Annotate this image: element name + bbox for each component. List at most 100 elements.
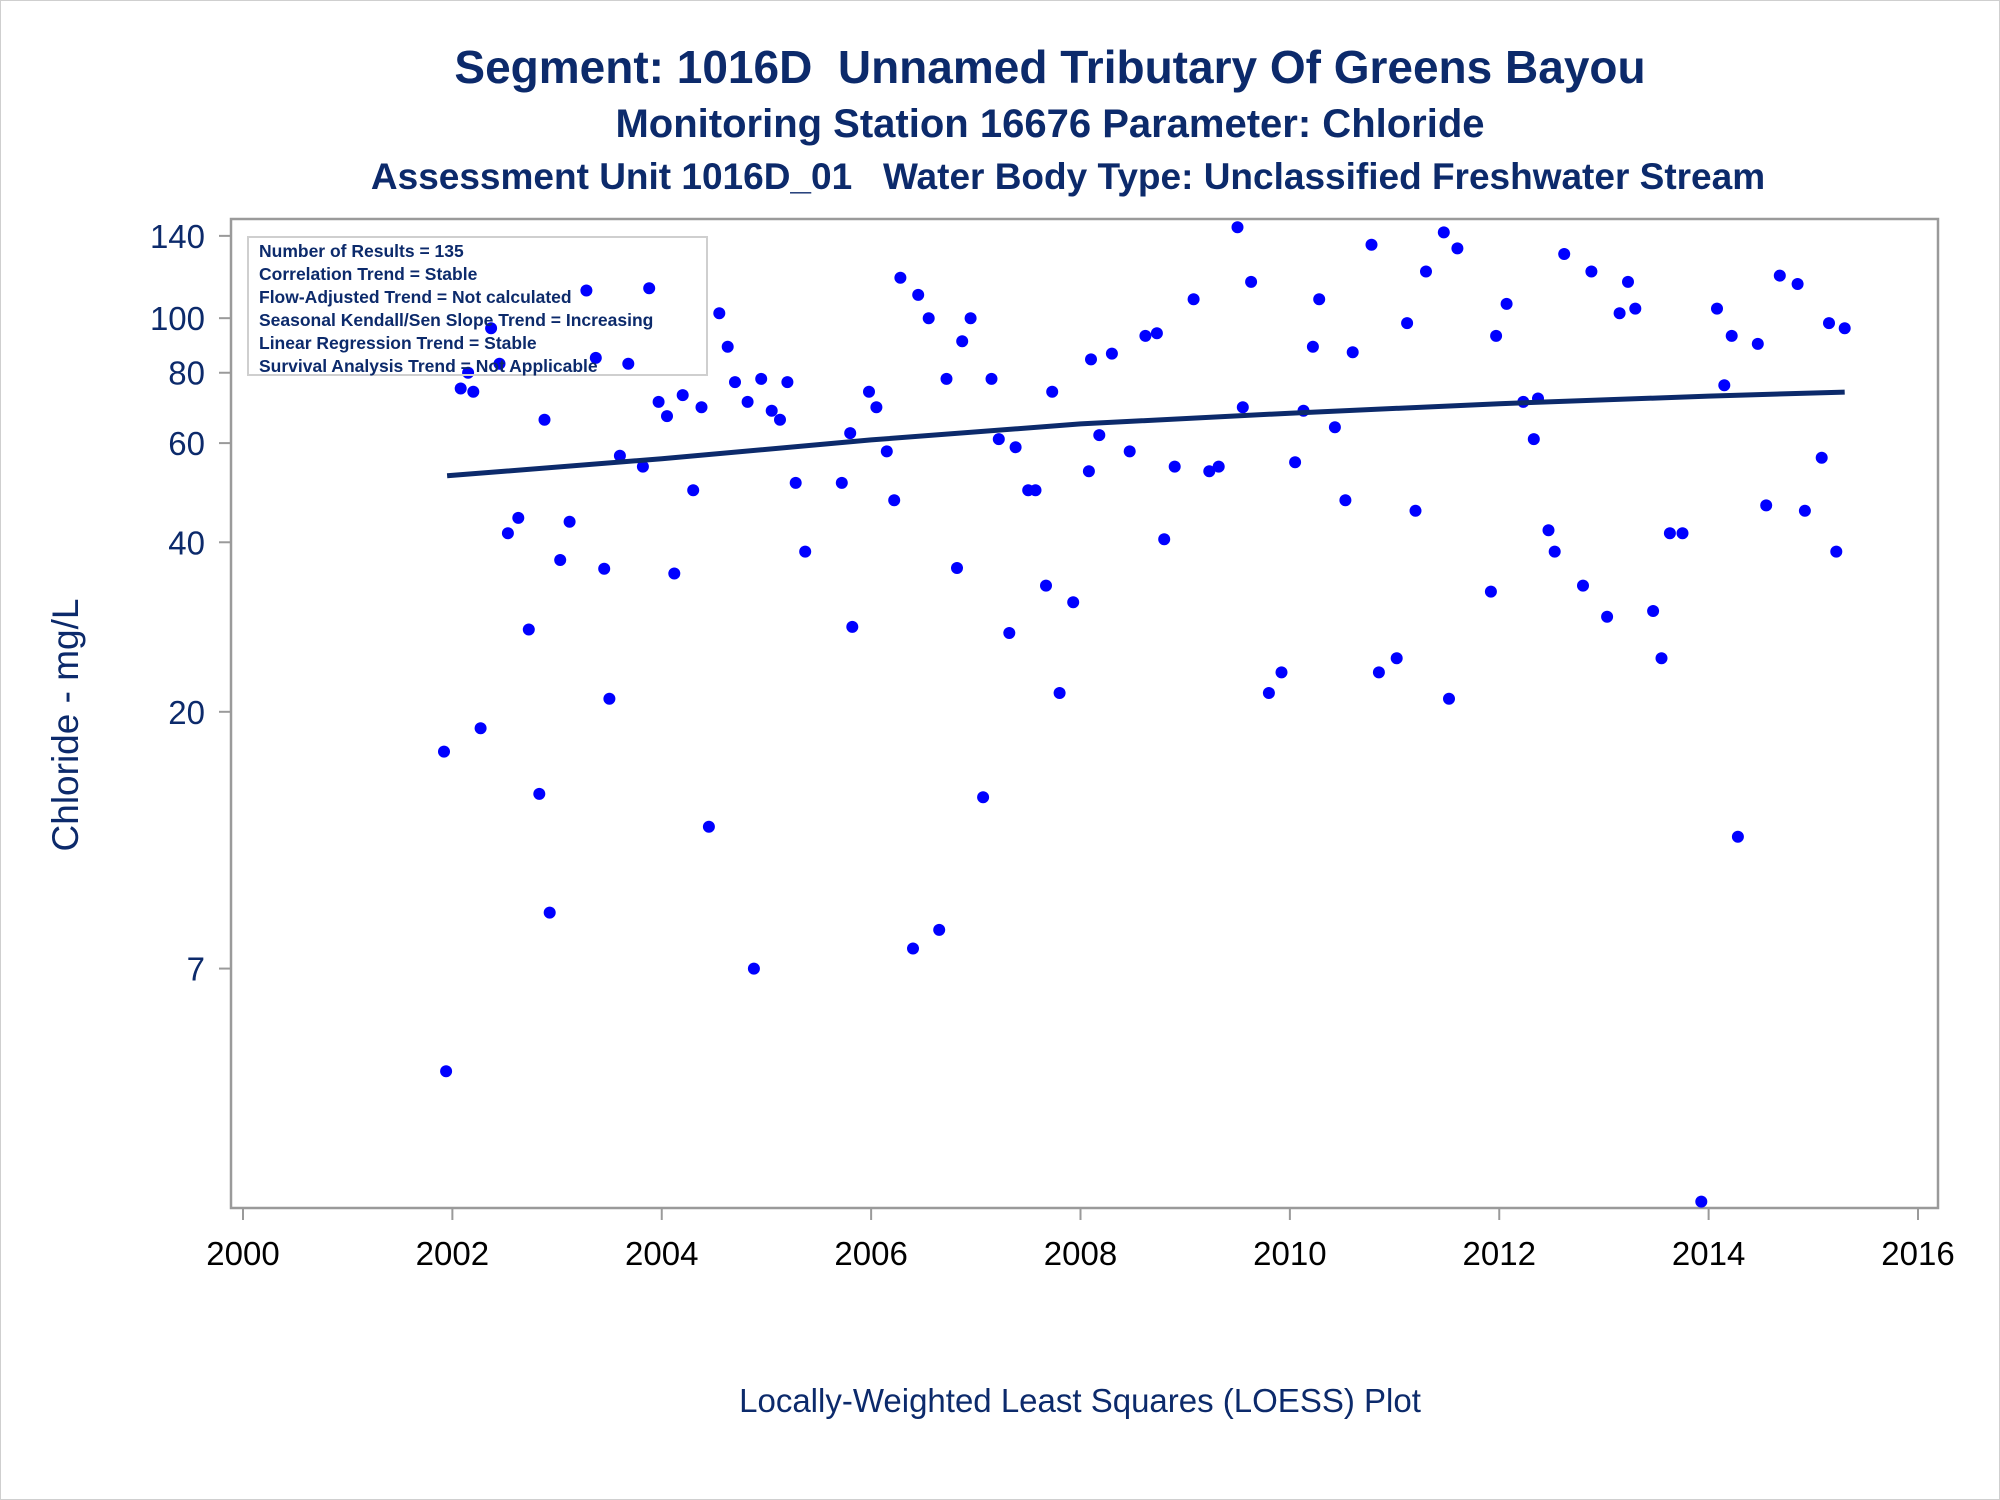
data-point bbox=[1245, 275, 1258, 288]
data-points bbox=[438, 221, 1851, 1208]
data-point bbox=[1548, 545, 1561, 558]
data-point bbox=[1390, 652, 1403, 665]
data-point bbox=[643, 282, 656, 295]
data-point bbox=[1236, 401, 1249, 414]
data-point bbox=[1420, 265, 1432, 278]
data-point bbox=[652, 395, 665, 408]
data-point bbox=[729, 376, 741, 389]
x-tick-label: 2000 bbox=[206, 1235, 279, 1272]
x-axis: 2000 2002 2004 2006 2008 2010 2012 2014 2016 bbox=[206, 1208, 1955, 1272]
data-point bbox=[1731, 830, 1744, 843]
data-point bbox=[1647, 605, 1660, 617]
data-point bbox=[1409, 504, 1422, 517]
data-point bbox=[1773, 269, 1786, 282]
stat-linear-regression-trend: Linear Regression Trend = Stable bbox=[259, 333, 537, 353]
data-point bbox=[1629, 302, 1642, 315]
data-point bbox=[687, 484, 700, 497]
data-point bbox=[1490, 329, 1503, 342]
data-point bbox=[1313, 293, 1326, 306]
data-point bbox=[1346, 346, 1359, 359]
data-point bbox=[474, 722, 487, 735]
data-point bbox=[1577, 579, 1589, 592]
data-point bbox=[1082, 465, 1095, 478]
data-point bbox=[985, 372, 998, 385]
data-point bbox=[1815, 451, 1828, 464]
data-point bbox=[1009, 441, 1022, 454]
data-point bbox=[880, 445, 893, 458]
data-point bbox=[1830, 545, 1843, 558]
data-point bbox=[563, 515, 576, 528]
data-point bbox=[1123, 445, 1136, 458]
plot-method-footnote: Locally-Weighted Least Squares (LOESS) P… bbox=[739, 1382, 1421, 1419]
data-point bbox=[1718, 379, 1731, 392]
data-point bbox=[440, 1065, 453, 1078]
data-point bbox=[1029, 484, 1042, 497]
data-point bbox=[951, 562, 963, 574]
data-point bbox=[1823, 317, 1835, 330]
x-tick-label: 2010 bbox=[1253, 1235, 1326, 1272]
data-point bbox=[1085, 353, 1097, 366]
data-point bbox=[765, 404, 778, 417]
stat-correlation-trend: Correlation Trend = Stable bbox=[259, 264, 478, 284]
data-point bbox=[1711, 302, 1723, 315]
chart-title: Segment: 1016D Unnamed Tributary Of Gree… bbox=[454, 41, 1646, 93]
data-point bbox=[580, 284, 593, 297]
data-point bbox=[543, 906, 556, 919]
data-point bbox=[668, 567, 681, 580]
x-tick-label: 2006 bbox=[834, 1235, 907, 1272]
data-point bbox=[1558, 248, 1571, 260]
y-tick-label: 80 bbox=[168, 355, 205, 392]
x-tick-label: 2014 bbox=[1672, 1235, 1745, 1272]
data-point bbox=[741, 395, 754, 408]
data-point bbox=[1139, 329, 1152, 342]
data-point bbox=[870, 401, 883, 414]
data-point bbox=[1613, 307, 1626, 320]
data-point bbox=[1663, 527, 1676, 540]
data-point bbox=[789, 476, 802, 489]
data-point bbox=[661, 410, 673, 423]
data-point bbox=[1046, 385, 1059, 398]
y-tick-label: 40 bbox=[168, 524, 205, 561]
data-point bbox=[1093, 429, 1106, 442]
data-point bbox=[1725, 329, 1738, 342]
data-point bbox=[1212, 460, 1225, 473]
data-point bbox=[964, 312, 977, 325]
data-point bbox=[467, 385, 480, 398]
data-point bbox=[977, 791, 990, 804]
data-point bbox=[863, 385, 875, 398]
data-point bbox=[1622, 275, 1634, 288]
data-point bbox=[1262, 687, 1275, 699]
statistics-box: Number of Results = 135 Correlation Tren… bbox=[247, 236, 708, 376]
data-point bbox=[1655, 652, 1668, 665]
data-point bbox=[1751, 337, 1764, 350]
data-point bbox=[846, 620, 859, 633]
data-point bbox=[1105, 347, 1118, 360]
data-point bbox=[1437, 226, 1450, 239]
data-point bbox=[1040, 579, 1052, 592]
data-point bbox=[622, 357, 635, 370]
y-tick-label: 7 bbox=[187, 951, 205, 988]
x-tick-label: 2012 bbox=[1463, 1235, 1536, 1272]
data-point bbox=[1542, 524, 1555, 537]
data-point bbox=[589, 351, 602, 364]
data-point bbox=[755, 372, 768, 385]
data-point bbox=[613, 449, 626, 462]
data-point bbox=[1158, 533, 1171, 546]
data-point bbox=[603, 692, 616, 705]
data-point bbox=[940, 372, 953, 385]
data-point bbox=[1289, 456, 1302, 469]
chart-subtitle-assessment-unit: Assessment Unit 1016D_01 Water Body Type… bbox=[370, 156, 1766, 197]
data-point bbox=[501, 527, 514, 540]
y-tick-label: 60 bbox=[168, 425, 205, 462]
stat-flow-adjusted-trend: Flow-Adjusted Trend = Not calculated bbox=[259, 287, 572, 307]
data-point bbox=[713, 307, 726, 320]
data-point bbox=[695, 401, 708, 414]
data-point bbox=[554, 554, 567, 566]
data-point bbox=[1601, 610, 1614, 623]
x-tick-label: 2004 bbox=[625, 1235, 698, 1272]
data-point bbox=[454, 382, 467, 395]
chart-subtitle-station: Monitoring Station 16676 Parameter: Chlo… bbox=[615, 102, 1485, 146]
data-point bbox=[922, 312, 935, 325]
x-tick-label: 2002 bbox=[416, 1235, 489, 1272]
data-point bbox=[538, 413, 551, 426]
